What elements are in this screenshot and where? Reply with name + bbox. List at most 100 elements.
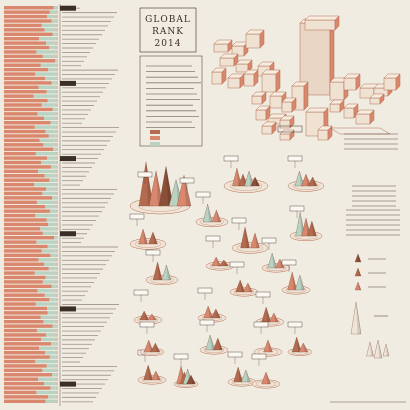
- bar-segment: [54, 377, 58, 381]
- bar-segment: [47, 306, 55, 311]
- country-stacked-bars: [4, 6, 58, 404]
- cone-shade: [272, 253, 277, 268]
- bar-segment: [55, 271, 58, 275]
- cone-mark: [205, 334, 215, 351]
- bar-segment: [4, 174, 45, 178]
- bar-segment: [4, 364, 47, 368]
- cone-shade: [151, 314, 157, 320]
- bar-segment: [54, 346, 58, 350]
- bar-segment: [49, 355, 56, 359]
- cone-shade: [386, 344, 389, 356]
- bar-segment: [4, 187, 47, 191]
- bar-segment: [50, 386, 56, 390]
- bar-segment: [43, 143, 55, 147]
- bar-segment: [54, 235, 57, 240]
- bar-segment: [55, 395, 58, 399]
- cone-shade: [306, 174, 311, 186]
- bar-segment: [54, 289, 58, 293]
- cone-shade: [370, 342, 374, 356]
- cone-shade: [358, 254, 361, 262]
- bar-segment: [55, 59, 57, 63]
- cone-shade: [245, 227, 250, 248]
- bar-segment: [54, 231, 58, 235]
- bar-segment: [4, 319, 44, 324]
- bar-segment: [36, 328, 55, 333]
- map-column-face: [261, 73, 277, 93]
- bar-segment: [4, 116, 44, 121]
- bar-segment: [54, 103, 58, 107]
- bar-segment: [55, 160, 58, 165]
- bar-segment: [41, 160, 56, 165]
- bar-segment: [4, 373, 53, 377]
- cone-mark: [150, 342, 161, 353]
- bar-segment: [4, 196, 53, 200]
- bar-segment: [4, 377, 39, 381]
- cone-shade: [217, 338, 223, 350]
- bar-segment: [55, 311, 58, 315]
- cone-shade: [155, 371, 161, 380]
- bar-segment: [4, 200, 37, 205]
- cone-mark: [148, 231, 158, 245]
- bar-segment: [47, 14, 54, 19]
- bar-segment: [48, 395, 56, 399]
- color-legend: [150, 130, 160, 146]
- bar-segment: [55, 227, 58, 231]
- cone-shade: [245, 370, 251, 382]
- cone-shade: [311, 221, 317, 236]
- bar-segment: [55, 355, 58, 359]
- map-column-side: [379, 93, 385, 105]
- cone-mark: [233, 366, 243, 383]
- bar-segment: [4, 125, 35, 129]
- bar-segment: [4, 41, 47, 45]
- bar-segment: [4, 266, 49, 271]
- bar-segment: [56, 147, 58, 151]
- cone-shade: [144, 311, 149, 320]
- bar-segment: [4, 28, 45, 32]
- bar-segment: [4, 14, 48, 19]
- bar-segment: [35, 72, 56, 76]
- cone-shade: [268, 340, 273, 352]
- bar-segment: [33, 94, 56, 98]
- bar-segment: [4, 240, 37, 244]
- section-header-tab: [60, 156, 76, 162]
- bar-segment: [4, 90, 47, 94]
- cone-shade: [208, 306, 213, 318]
- cone-mark: [244, 170, 254, 187]
- title-year: 2014: [155, 39, 182, 49]
- bar-segment: [46, 218, 55, 222]
- map-column-face: [269, 95, 283, 109]
- cone-base-ring: [141, 376, 163, 384]
- cone-shade: [240, 280, 245, 292]
- cone-shade: [148, 340, 154, 352]
- cone-mark: [152, 261, 163, 281]
- cone-shade: [210, 335, 215, 350]
- cone-mark: [250, 176, 260, 187]
- bar-segment: [48, 67, 55, 72]
- bar-segment: [54, 28, 58, 32]
- bar-segment: [39, 346, 55, 350]
- map-column-side: [327, 125, 333, 141]
- bar-segment: [4, 178, 50, 182]
- map-column-face: [383, 77, 397, 91]
- map-column-side: [275, 69, 281, 93]
- bar-segment: [40, 227, 56, 231]
- bar-segment: [54, 262, 58, 266]
- bar-segment: [4, 271, 35, 275]
- bar-segment: [44, 293, 55, 297]
- map-column-side: [355, 73, 361, 91]
- bar-segment: [54, 280, 58, 284]
- cone-mark: [143, 339, 154, 353]
- cone-mark: [139, 310, 149, 321]
- bar-segment: [35, 151, 56, 156]
- map-column-face: [343, 107, 355, 119]
- legend-swatch: [150, 136, 160, 140]
- bar-segment: [37, 112, 55, 116]
- bar-segment: [54, 129, 58, 134]
- map-column-side: [289, 129, 295, 141]
- cone-mark: [186, 374, 196, 385]
- cone-mark: [138, 161, 154, 207]
- bar-segment: [43, 116, 55, 121]
- bar-segment: [55, 359, 58, 364]
- bar-segment: [54, 112, 58, 116]
